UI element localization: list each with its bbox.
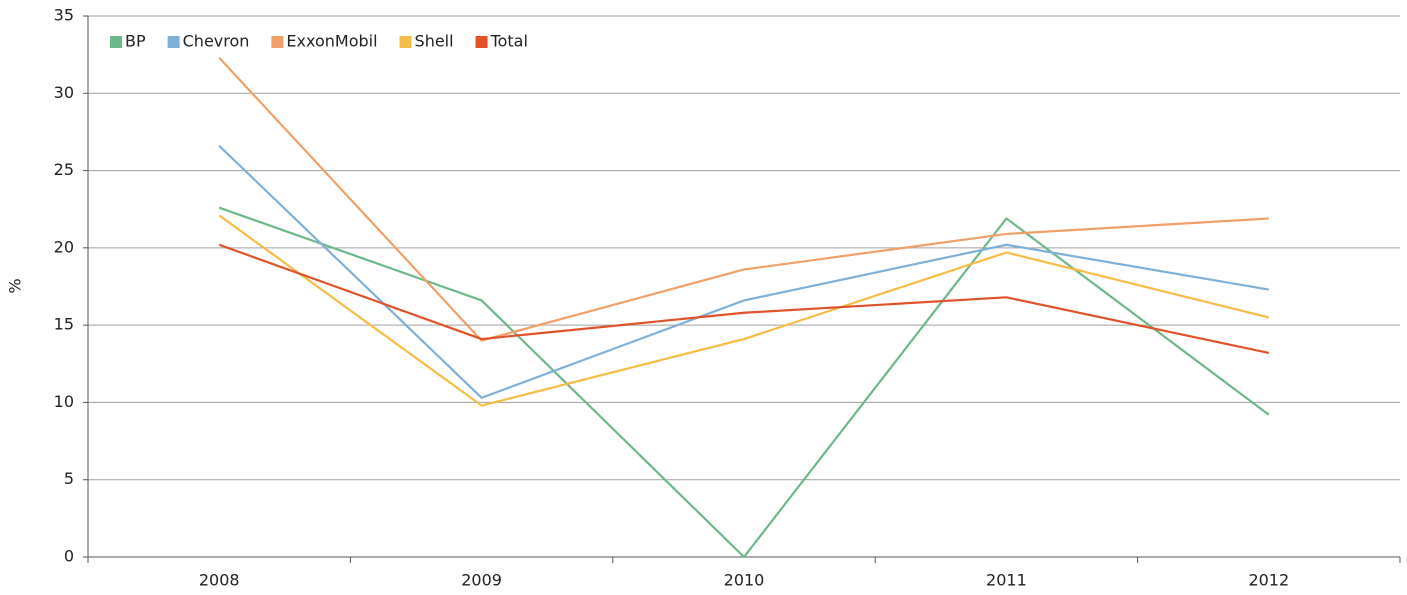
x-tick-label: 2008 (199, 571, 240, 590)
y-tick-label: 10 (54, 392, 74, 411)
series-line (218, 243, 1270, 355)
legend-swatch (475, 36, 488, 48)
legend-label: ExxonMobil (286, 32, 377, 51)
legend-label: Chevron (183, 32, 250, 51)
series-line (218, 56, 1269, 342)
y-tick-label: 15 (54, 315, 74, 334)
x-tick-label: 2011 (986, 571, 1027, 590)
y-tick-label: 30 (54, 83, 74, 102)
x-tick-label: 2009 (461, 571, 502, 590)
y-tick-label: 20 (54, 237, 74, 256)
legend-swatch (271, 36, 284, 48)
y-tick-label: 25 (54, 160, 74, 179)
legend-swatch (110, 36, 122, 48)
legend-swatch (167, 36, 180, 48)
y-tick-label: 35 (54, 6, 74, 25)
legend-label: Shell (415, 32, 454, 51)
legend-label: Total (490, 32, 528, 51)
series-line (218, 214, 1270, 407)
legend-label: BP (125, 32, 146, 51)
series-line (218, 206, 1270, 559)
x-tick-label: 2010 (724, 571, 765, 590)
legend-swatch (399, 36, 412, 48)
y-tick-label: 5 (64, 469, 74, 488)
series-line (218, 145, 1269, 399)
y-axis-label: % (6, 278, 25, 293)
y-tick-label: 0 (64, 547, 74, 566)
x-tick-label: 2012 (1248, 571, 1289, 590)
